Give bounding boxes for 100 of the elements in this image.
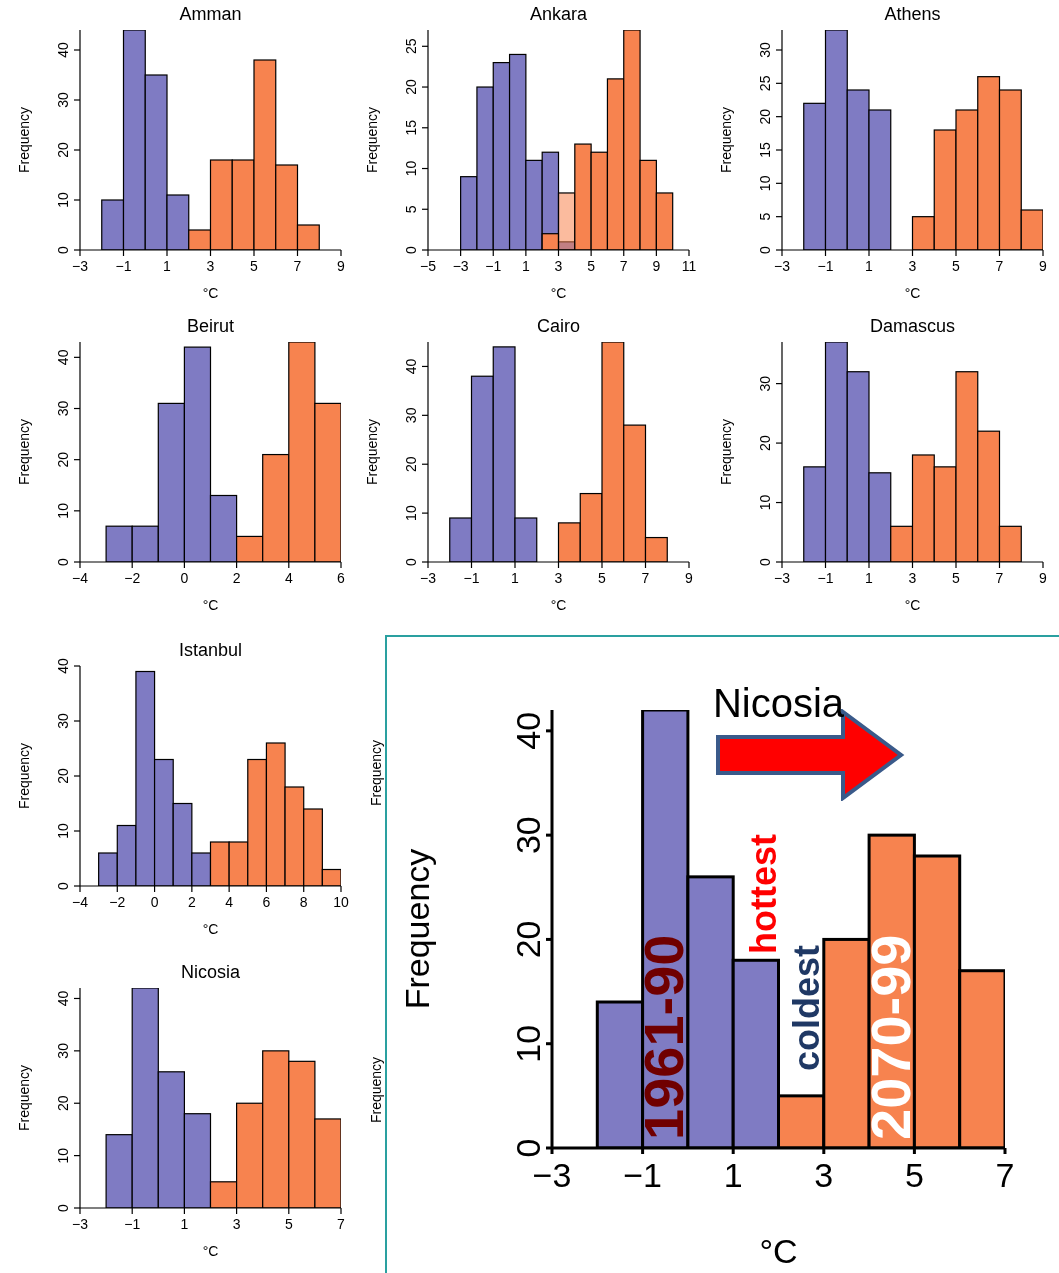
x-tick-label: 5 <box>598 569 607 586</box>
series-label: 2070-99 <box>858 934 922 1140</box>
y-tick-label: 20 <box>55 451 71 468</box>
y-axis-title: Frequency <box>15 106 32 174</box>
y-tick-label: 15 <box>757 142 773 158</box>
x-tick-label: 6 <box>337 569 346 586</box>
x-tick-label: 7 <box>619 257 628 274</box>
x-tick-label: 9 <box>652 257 661 274</box>
chart-title: Nicosia <box>711 681 846 726</box>
y-tick-label: 0 <box>403 557 419 566</box>
x-tick-label: 5 <box>250 257 259 274</box>
x-tick-label: 7 <box>641 569 650 586</box>
y-tick-label: 15 <box>403 119 419 136</box>
x-tick-label: 3 <box>908 569 917 586</box>
x-tick-label: 6 <box>262 893 271 910</box>
y-tick-label: 20 <box>509 920 547 959</box>
x-axis-title: °C <box>904 597 921 613</box>
x-tick-label: 5 <box>904 1155 924 1194</box>
x-tick-label: −3 <box>532 1155 572 1194</box>
y-tick-label: 5 <box>757 212 773 221</box>
y-tick-label: 10 <box>757 494 773 511</box>
x-tick-label: 5 <box>587 257 596 274</box>
y-tick-label: 20 <box>55 142 71 158</box>
y-tick-label: 30 <box>55 1042 71 1059</box>
x-tick-label: 2 <box>232 569 241 586</box>
x-tick-label: 0 <box>150 893 159 910</box>
y-tick-label: 20 <box>55 768 71 784</box>
y-axis-title: Frequency <box>717 418 734 486</box>
annotation: coldest <box>786 944 827 1071</box>
x-tick-label: 7 <box>995 257 1004 274</box>
x-tick-label: 5 <box>952 257 961 274</box>
x-tick-label: −5 <box>420 257 437 274</box>
y-tick-label: 20 <box>757 108 773 125</box>
x-tick-label: 5 <box>284 1215 293 1232</box>
x-axis-title: °C <box>759 1232 798 1270</box>
x-tick-label: 0 <box>180 569 189 586</box>
text: Frequency <box>368 1056 384 1124</box>
x-tick-label: 9 <box>1039 257 1048 274</box>
x-tick-label: −4 <box>72 569 89 586</box>
y-tick-label: 30 <box>55 713 71 729</box>
x-axis-title: °C <box>202 921 219 937</box>
x-tick-label: 2 <box>187 893 196 910</box>
y-tick-label: 10 <box>757 175 773 192</box>
y-tick-label: 30 <box>509 816 547 855</box>
chart-title: Damascus <box>869 316 956 337</box>
y-axis-title: Frequency <box>717 106 734 174</box>
x-tick-label: 1 <box>163 257 172 274</box>
chart-title: Amman <box>178 4 243 25</box>
y-tick-label: 10 <box>509 1024 547 1063</box>
x-tick-label: 1 <box>521 257 530 274</box>
y-tick-label: 10 <box>55 823 71 839</box>
x-tick-label: −1 <box>463 569 480 586</box>
chart-title: Istanbul <box>177 640 243 661</box>
x-tick-label: −1 <box>623 1155 662 1194</box>
annotation: hottest <box>743 834 784 954</box>
x-axis-title: °C <box>202 1243 219 1259</box>
y-axis-title: Frequency <box>15 1064 32 1132</box>
y-tick-label: 20 <box>403 456 419 473</box>
x-tick-label: 7 <box>995 1155 1015 1194</box>
y-tick-label: 40 <box>55 349 71 366</box>
x-tick-label: 10 <box>333 893 349 910</box>
y-tick-label: 40 <box>55 990 71 1007</box>
y-tick-label: 0 <box>55 557 71 566</box>
x-tick-label: 3 <box>206 257 215 274</box>
y-tick-label: 0 <box>403 245 419 254</box>
chart-title: Athens <box>883 4 942 25</box>
y-tick-label: 5 <box>403 205 419 214</box>
chart-title: Beirut <box>186 316 235 337</box>
x-axis-title: °C <box>550 597 567 613</box>
x-tick-label: 5 <box>952 569 961 586</box>
y-tick-label: 10 <box>403 505 419 521</box>
series-label: 1961-90 <box>632 934 696 1140</box>
y-axis-title: Frequency <box>363 418 380 486</box>
x-tick-label: −3 <box>72 257 89 274</box>
x-axis-title: °C <box>550 285 567 301</box>
x-tick-label: −1 <box>817 569 834 586</box>
x-tick-label: −3 <box>420 569 437 586</box>
y-tick-label: 0 <box>55 1203 71 1212</box>
y-tick-label: 10 <box>55 502 71 519</box>
x-tick-label: 4 <box>225 893 234 910</box>
x-tick-label: −3 <box>452 257 469 274</box>
y-tick-label: 20 <box>757 435 773 451</box>
x-tick-label: 7 <box>293 257 302 274</box>
x-tick-label: 8 <box>299 893 308 910</box>
x-tick-label: 1 <box>511 569 520 586</box>
y-tick-label: 30 <box>757 375 773 392</box>
chart-title: Nicosia <box>180 962 241 983</box>
x-tick-label: −3 <box>774 257 791 274</box>
x-tick-label: 9 <box>685 569 694 586</box>
x-tick-label: −1 <box>485 257 502 274</box>
x-tick-label: 9 <box>337 257 346 274</box>
y-tick-label: 25 <box>757 75 773 92</box>
x-tick-label: −1 <box>124 1215 141 1232</box>
y-tick-label: 0 <box>509 1138 547 1158</box>
x-tick-label: −2 <box>109 893 126 910</box>
chart-title: Ankara <box>528 4 588 25</box>
x-tick-label: −3 <box>72 1215 89 1232</box>
y-tick-label: 30 <box>403 407 419 424</box>
y-tick-label: 10 <box>403 160 419 177</box>
x-tick-label: −1 <box>115 257 132 274</box>
